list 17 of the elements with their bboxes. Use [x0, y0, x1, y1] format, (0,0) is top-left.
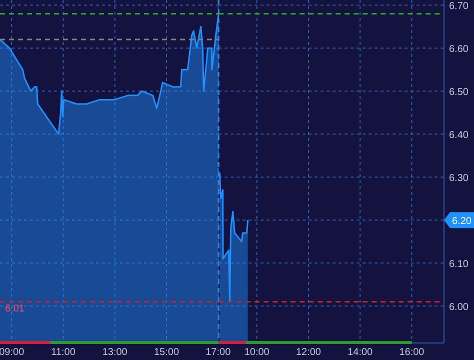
x-tick-label: 14:00: [348, 347, 374, 358]
x-tick-label: 13:00: [102, 347, 128, 358]
x-tick-label: 12:00: [296, 347, 322, 358]
y-tick-label: 6.30: [449, 173, 469, 184]
y-tick-label: 6.10: [449, 259, 469, 270]
text: 6.20: [452, 216, 472, 228]
x-tick-label: 10:00: [244, 347, 270, 358]
ref-line-label: 6.01: [5, 304, 25, 315]
y-tick-label: 6.70: [449, 1, 469, 12]
y-tick-label: 6.50: [449, 87, 469, 98]
x-tick-label: 17:00: [206, 347, 232, 358]
y-tick-label: 6.00: [449, 302, 469, 314]
y-tick-label: 6.40: [449, 130, 469, 142]
x-tick-label: 15:00: [154, 347, 180, 358]
x-tick-label: 11:00: [51, 347, 76, 358]
x-tick-label: 16:00: [399, 347, 425, 358]
y-tick-label: 6.60: [449, 44, 469, 56]
